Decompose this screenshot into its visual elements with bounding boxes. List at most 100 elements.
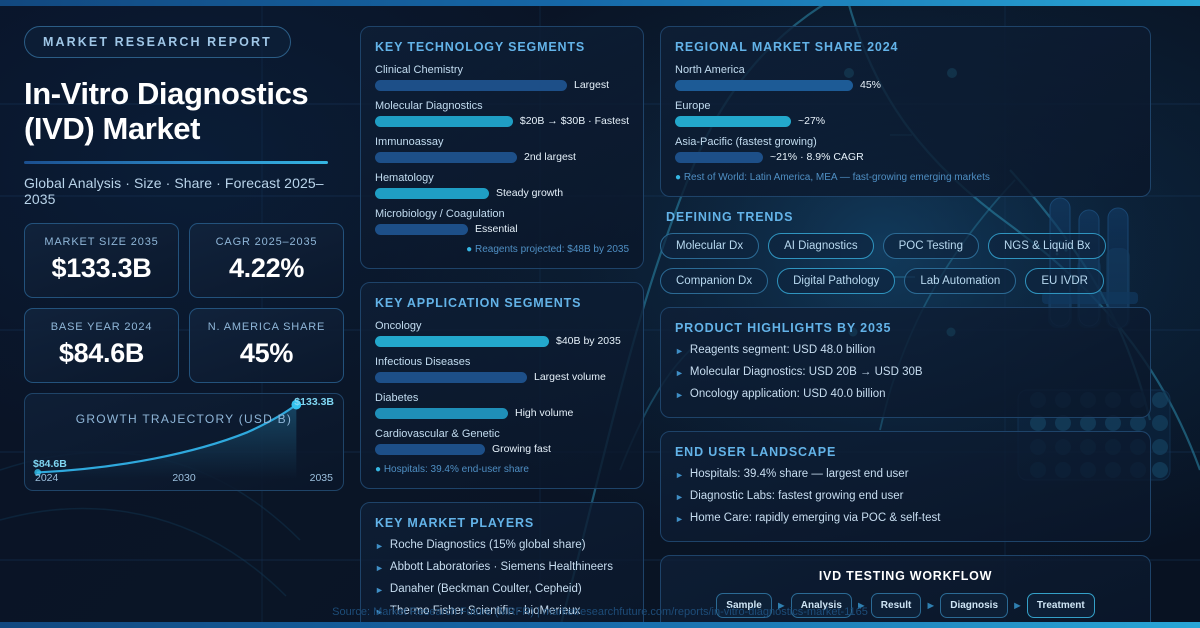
list-item-label: Abbott Laboratories · Siemens Healthinee… [389,561,614,574]
section-title: DEFINING TRENDS [666,210,794,224]
kpi-value: 4.22% [228,253,305,284]
trend-tag-companion-dx[interactable]: Companion Dx [660,268,769,294]
bar-row: Europe ~27% [675,100,1136,127]
triangle-bullet-icon: ► [675,346,684,356]
bar-label: Molecular Diagnostics [375,100,483,112]
list-item: ► Abbott Laboratories · Siemens Healthin… [375,561,629,575]
kpi-label: N. AMERICA SHARE [207,321,326,334]
triangle-bullet-icon: ► [375,541,384,551]
bar-row: Hematology Steady growth [375,172,629,199]
bar-note: Essential [475,223,518,235]
bar-note: $20B → $30B · Fastest [519,115,629,127]
list-item: ► Reagents segment: USD 48.0 billion [675,344,1136,358]
kpi-card-na-share: N. AMERICA SHARE 45% [189,308,344,384]
x-tick-1: 2030 [172,472,196,485]
panel-product-highlights: PRODUCT HIGHLIGHTS BY 2035 ► Reagents se… [660,307,1151,419]
list-item-label: Danaher (Beckman Coulter, Cepheid) [389,583,582,596]
bullet-dot-icon: ● [675,172,682,183]
list-item: ► Molecular Diagnostics: USD 20B → USD 3… [675,366,1136,380]
bar-note: Largest volume [534,371,606,383]
list-item: ► Oncology application: USD 40.0 billion [675,388,1136,402]
bar-note: Largest [574,79,610,91]
bar-note: ~21% · 8.9% CAGR [770,151,864,163]
bar-note: Steady growth [496,187,564,199]
bar-label: Diabetes [375,392,419,404]
bar-note: Growing fast [492,443,551,455]
panel-regional-market-share: REGIONAL MARKET SHARE 2024 North America… [660,26,1151,197]
bar-track [375,115,513,127]
bar-note: $40B by 2035 [556,335,621,347]
kpi-value: 45% [239,338,294,369]
kpi-label: CAGR 2025–2035 [215,236,318,249]
bar-row: Asia-Pacific (fastest growing) ~21% · 8.… [675,136,1136,163]
workflow-step-result[interactable]: Result [870,593,922,619]
x-tick-0: 2024 [35,472,59,485]
list-item: ► Thermo Fisher Scientific · bioMerieux [375,605,629,619]
list-item: ► Diagnostic Labs: fastest growing end u… [675,490,1136,504]
bar-note: 45% [860,79,882,91]
bullet-dot-icon: ● [375,464,382,475]
chart-end-label: $133.3B [294,396,334,409]
growth-line-svg [34,399,302,479]
list-item-label: Oncology application: USD 40.0 billion [689,388,886,401]
trend-tag-lab-automation[interactable]: Lab Automation [904,268,1017,294]
bar-row: Oncology $40B by 2035 [375,320,629,347]
triangle-bullet-icon: ► [375,585,384,596]
x-tick-2: 2035 [309,472,333,485]
list-item-label: Reagents segment: USD 48.0 billion [689,344,876,356]
triangle-bullet-icon: ► [675,368,684,379]
list-item-label: Diagnostic Labs: fastest growing end use… [689,490,904,503]
bottom-accent-bar [0,622,1200,628]
panel-footnote: ● Hospitals: 39.4% end-user share [375,464,629,475]
bar-track [375,79,567,91]
footnote-text: Rest of World: Latin America, MEA — fast… [683,172,990,183]
bar-track [675,115,791,127]
footnote-text: Hospitals: 39.4% end-user share [383,464,529,475]
bar-row: Microbiology / Coagulation Essential [375,208,629,235]
trend-tag-molecular-dx[interactable]: Molecular Dx [660,233,760,259]
trend-tag-digital-pathology[interactable]: Digital Pathology [777,268,896,294]
kpi-card-cagr: CAGR 2025–2035 4.22% [189,223,344,299]
panel-title: END USER LANDSCAPE [675,445,837,460]
trend-tag-poc-testing[interactable]: POC Testing [882,233,979,259]
list-item: ► Hospitals: 39.4% share — largest end u… [675,468,1136,482]
bar-row: Molecular Diagnostics $20B → $30B · Fast… [375,100,629,127]
bar-label: Europe [675,100,711,112]
trend-tag-eu-ivdr[interactable]: EU IVDR [1025,268,1104,294]
bullet-dot-icon: ● [466,244,473,255]
trend-tag-ai-diagnostics[interactable]: AI Diagnostics [768,233,874,259]
kpi-card-base-year: BASE YEAR 2024 $84.6B [24,308,179,384]
triangle-bullet-icon: ► [375,607,384,618]
kpi-label: MARKET SIZE 2035 [44,236,159,249]
triangle-bullet-icon: ► [675,514,684,525]
triangle-bullet-icon: ► [675,470,684,481]
bar-label: Cardiovascular & Genetic [375,428,500,440]
bar-row: Infectious Diseases Largest volume [375,356,629,383]
kpi-value: $84.6B [58,338,145,369]
list-item: ► Danaher (Beckman Coulter, Cepheid) [375,583,629,597]
bar-track [375,335,549,347]
bar-note: 2nd largest [524,151,576,163]
list-item-label: Thermo Fisher Scientific · bioMerieux [389,605,581,618]
bar-label: Immunoassay [375,136,444,148]
bar-track [375,407,508,419]
bar-note: ~27% [798,115,826,127]
triangle-bullet-icon: ► [675,492,684,503]
list-item-label: Hospitals: 39.4% share — largest end use… [689,468,909,481]
workflow-step-treatment[interactable]: Treatment [1026,593,1095,619]
section-defining-trends: DEFINING TRENDS Molecular Dx AI Diagnost… [660,210,1176,294]
trend-tag-ngs-liquid-bx[interactable]: NGS & Liquid Bx [987,233,1107,259]
hero-subtitle: Global Analysis · Size · Share · Forecas… [24,175,324,208]
chart-title: GROWTH TRAJECTORY (USD B) [75,412,293,427]
kpi-label: BASE YEAR 2024 [50,321,153,334]
list-item: ► Roche Diagnostics (15% global share) [375,539,629,553]
workflow-step-diagnosis[interactable]: Diagnosis [940,593,1009,619]
list-item-label: Home Care: rapidly emerging via POC & se… [689,512,941,525]
panel-footnote: ● Rest of World: Latin America, MEA — fa… [675,172,1136,183]
arrow-right-icon: ► [925,599,937,612]
workflow-title: IVD TESTING WORKFLOW [818,569,993,584]
bar-track [375,223,468,235]
bar-note: High volume [515,407,574,419]
kpi-card-market-size: MARKET SIZE 2035 $133.3B [24,223,179,299]
